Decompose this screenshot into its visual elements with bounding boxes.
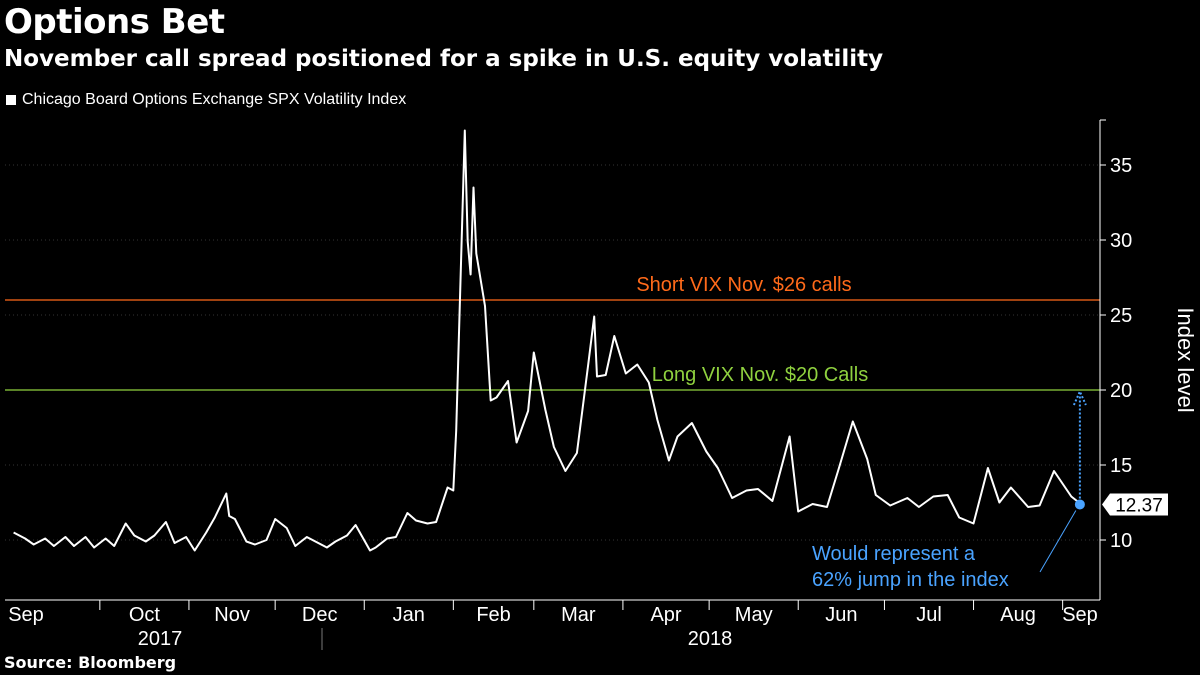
vix-series-line bbox=[13, 129, 1081, 552]
year-label: 2018 bbox=[688, 628, 733, 650]
x-tick-label: Sep bbox=[1062, 604, 1098, 626]
x-tick-label: Mar bbox=[561, 604, 596, 626]
x-tick-label: Sep bbox=[8, 604, 44, 626]
legend-label: Chicago Board Options Exchange SPX Volat… bbox=[22, 91, 407, 108]
last-value-flag bbox=[1102, 493, 1168, 516]
annotation-text: 62% jump in the index bbox=[812, 569, 1009, 591]
chart-title: Options Bet bbox=[4, 2, 225, 42]
chart-subtitle: November call spread positioned for a sp… bbox=[4, 46, 884, 72]
reference-line-label: Long VIX Nov. $20 Calls bbox=[652, 364, 868, 386]
reference-line-label: Short VIX Nov. $26 calls bbox=[636, 274, 851, 296]
y-tick-label: 30 bbox=[1110, 230, 1132, 252]
x-tick-label: Nov bbox=[214, 604, 250, 626]
annotations: 12.37 Would represent a 62% jump in the in… bbox=[812, 389, 1168, 591]
grid-layer bbox=[5, 164, 1100, 541]
x-tick-label: Apr bbox=[650, 604, 681, 626]
legend-swatch bbox=[6, 95, 16, 105]
x-tick-label: Dec bbox=[302, 604, 338, 626]
y-tick-label: 10 bbox=[1110, 530, 1132, 552]
y-tick-label: 20 bbox=[1110, 380, 1132, 402]
jump-arrow-head bbox=[1072, 389, 1087, 406]
annotation-leader bbox=[1039, 510, 1077, 573]
y-tick-label: 15 bbox=[1110, 455, 1132, 477]
last-value-label: 12.37 bbox=[1115, 495, 1163, 516]
y-tick-label: 35 bbox=[1110, 155, 1132, 177]
x-tick-label: Oct bbox=[129, 604, 161, 626]
last-value-marker bbox=[1074, 499, 1085, 510]
reference-lines: Short VIX Nov. $26 calls Long VIX Nov. $2… bbox=[5, 274, 1100, 391]
axes: 10 15 20 25 30 35 Index level Sep Oct Nov Dec Jan Fe… bbox=[5, 119, 1198, 650]
x-tick-label: May bbox=[735, 604, 773, 626]
x-tick-label: Jun bbox=[825, 604, 857, 626]
y-axis-title: Index level bbox=[1173, 307, 1198, 412]
x-tick-label: Feb bbox=[476, 604, 510, 626]
x-tick-label: Aug bbox=[1000, 604, 1036, 626]
legend: Chicago Board Options Exchange SPX Volat… bbox=[6, 91, 406, 109]
year-label: 2017 bbox=[138, 628, 183, 650]
x-tick-label: Jan bbox=[393, 604, 425, 626]
y-tick-label: 25 bbox=[1110, 305, 1132, 327]
x-tick-label: Jul bbox=[916, 604, 942, 626]
source-note: Source: Bloomberg bbox=[4, 653, 177, 672]
annotation-text: Would represent a bbox=[812, 543, 976, 565]
